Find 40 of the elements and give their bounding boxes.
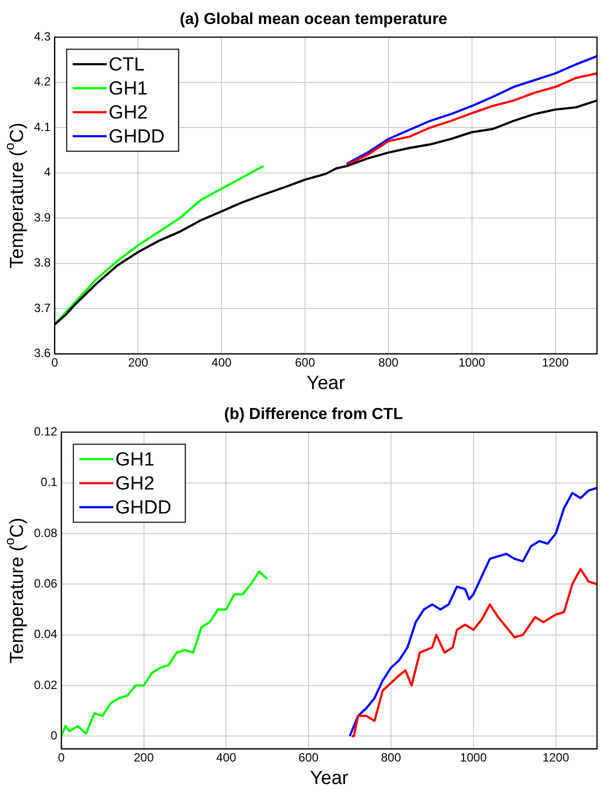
y-axis-title: Temperature (oC) bbox=[2, 518, 28, 664]
legend-label: GHDD bbox=[108, 126, 165, 148]
y-tick-label: 0.04 bbox=[34, 627, 58, 642]
x-tick-label: 1000 bbox=[458, 355, 486, 370]
y-tick-label: 0.08 bbox=[34, 526, 58, 540]
legend-label: GH1 bbox=[108, 78, 148, 100]
x-tick-label: 800 bbox=[378, 355, 399, 370]
y-tick-label: 4.1 bbox=[34, 120, 51, 134]
chart-title: (b) Difference from CTL bbox=[224, 406, 404, 424]
y-tick-label: 4.2 bbox=[34, 74, 51, 89]
x-tick-label: 400 bbox=[216, 750, 236, 764]
y-tick-label: 3.8 bbox=[34, 256, 51, 270]
x-tick-label: 1200 bbox=[542, 750, 570, 764]
x-tick-label: 200 bbox=[128, 355, 148, 370]
x-tick-label: 1200 bbox=[542, 355, 569, 370]
legend-label: GH2 bbox=[115, 473, 154, 494]
x-tick-label: 600 bbox=[298, 750, 319, 764]
y-tick-label: 4.3 bbox=[34, 30, 51, 44]
y-tick-label: 0.06 bbox=[34, 576, 58, 590]
y-tick-label: 4 bbox=[44, 165, 51, 180]
y-tick-label: 3.9 bbox=[34, 210, 51, 224]
legend-label: CTL bbox=[108, 54, 145, 76]
y-tick-label: 0.1 bbox=[40, 475, 58, 490]
x-tick-label: 1000 bbox=[460, 750, 488, 764]
x-tick-label: 400 bbox=[212, 355, 232, 370]
x-tick-label: 800 bbox=[380, 750, 402, 764]
y-tick-label: 3.7 bbox=[34, 300, 51, 315]
x-tick-label: 600 bbox=[294, 355, 316, 370]
x-axis-title: Year bbox=[310, 768, 350, 789]
x-axis-title: Year bbox=[306, 372, 346, 394]
legend-label: GH1 bbox=[115, 449, 154, 470]
y-tick-label: 3.6 bbox=[34, 346, 51, 360]
y-tick-label: 0.02 bbox=[34, 678, 58, 692]
x-tick-label: 200 bbox=[134, 750, 154, 764]
legend-label: GH2 bbox=[108, 102, 148, 124]
y-tick-label: 0 bbox=[50, 728, 58, 742]
y-axis-title: Temperature (oC) bbox=[2, 122, 28, 268]
y-tick-label: 0.12 bbox=[34, 424, 58, 439]
legend-label: GHDD bbox=[115, 497, 172, 518]
chart-title: (a) Global mean ocean temperature bbox=[180, 11, 448, 28]
